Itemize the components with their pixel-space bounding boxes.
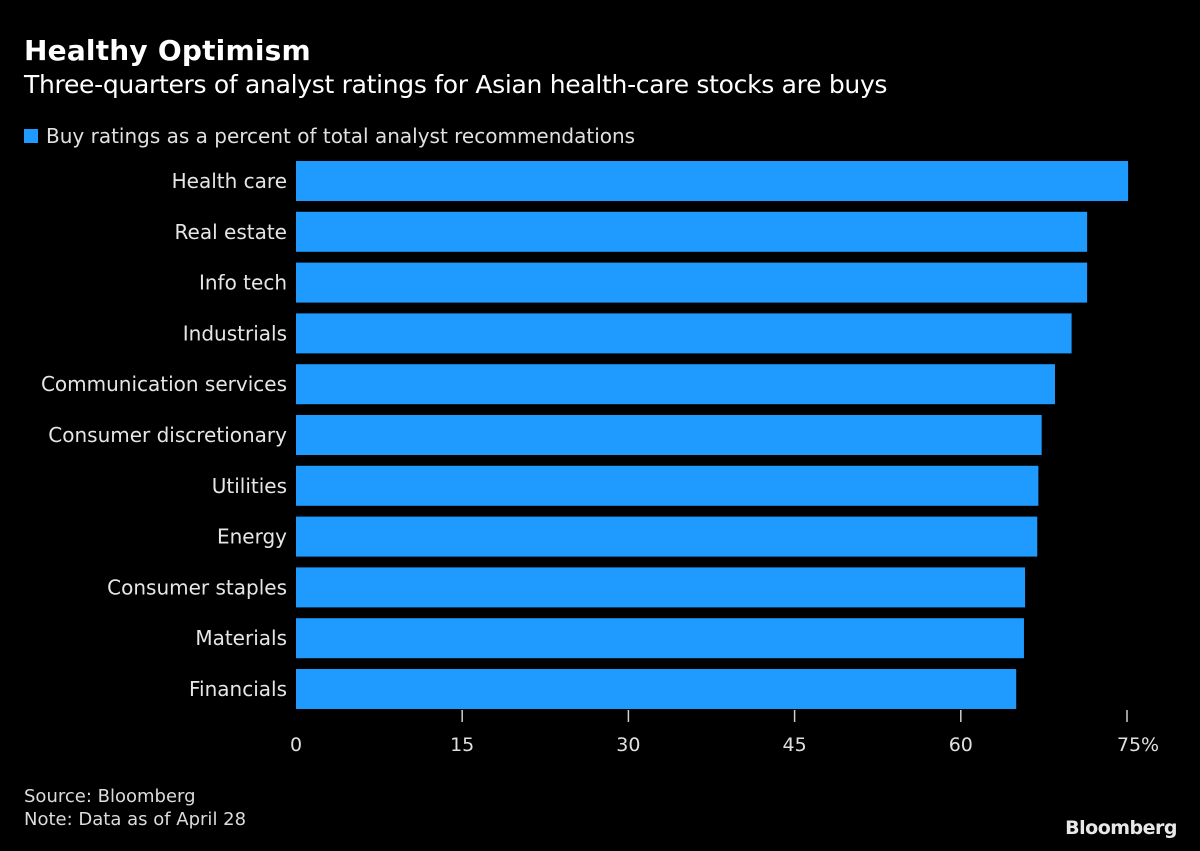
category-label: Materials <box>195 626 287 650</box>
bar-info-tech <box>296 262 1088 303</box>
category-label: Health care <box>172 169 287 193</box>
x-tick-label: 30 <box>616 734 640 756</box>
legend-label: Buy ratings as a percent of total analys… <box>46 124 636 148</box>
bar-real-estate <box>296 211 1088 252</box>
bar-communication-services <box>296 364 1055 405</box>
chart-title: Healthy Optimism <box>24 34 311 67</box>
x-tick-label: 15 <box>450 734 474 756</box>
category-label: Energy <box>217 525 287 549</box>
x-tick-label: 60 <box>949 734 973 756</box>
bloomberg-logo: Bloomberg <box>1065 817 1177 839</box>
category-label: Consumer staples <box>107 575 287 599</box>
bar-materials <box>296 618 1024 659</box>
x-tick-label: 45 <box>783 734 807 756</box>
x-tick-label: 0 <box>290 734 302 756</box>
bar-energy <box>296 516 1038 557</box>
bar-utilities <box>296 465 1039 506</box>
data-note: Note: Data as of April 28 <box>24 809 247 830</box>
category-label: Real estate <box>175 220 287 244</box>
bar-consumer-discretionary <box>296 415 1042 455</box>
legend-swatch <box>24 129 38 143</box>
category-label: Consumer discretionary <box>48 423 287 447</box>
category-label: Industrials <box>183 321 287 345</box>
bar-industrials <box>296 313 1072 354</box>
category-label: Info tech <box>199 271 287 295</box>
bar-consumer-staples <box>296 567 1026 608</box>
category-label: Communication services <box>41 372 287 396</box>
legend: Buy ratings as a percent of total analys… <box>24 124 635 148</box>
category-label: Utilities <box>212 474 287 498</box>
x-tick-label: 75% <box>1117 734 1159 756</box>
bar-financials <box>296 669 1017 709</box>
bar-health-care <box>296 161 1129 201</box>
source-note: Source: Bloomberg <box>24 786 196 807</box>
footer: Source: Bloomberg Note: Data as of April… <box>24 785 246 831</box>
chart-subtitle: Three-quarters of analyst ratings for As… <box>24 70 888 99</box>
category-label: Financials <box>189 677 287 701</box>
